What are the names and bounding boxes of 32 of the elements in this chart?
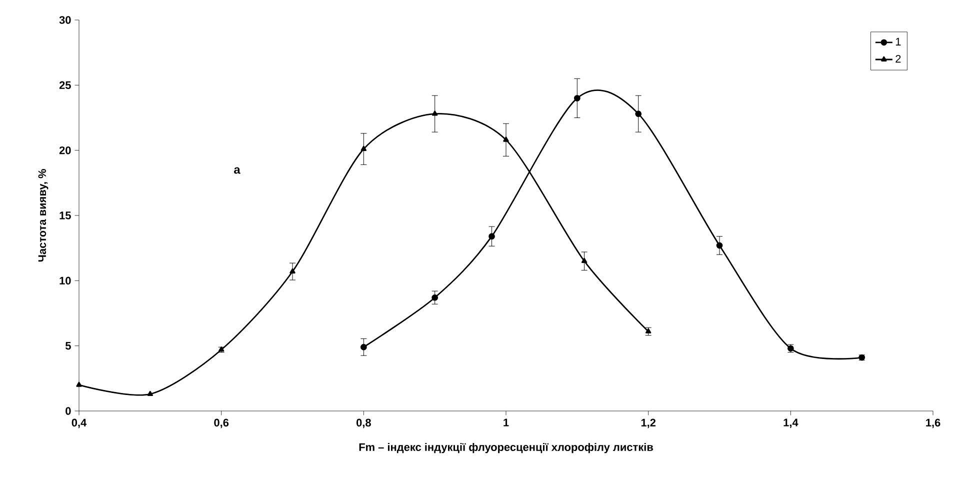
point	[503, 136, 509, 142]
point	[360, 344, 367, 350]
point	[290, 268, 296, 274]
x-tick-label: 1	[504, 418, 509, 426]
point	[716, 242, 723, 249]
y-tick-label: 10	[60, 276, 71, 285]
x-tick-label: 1,4	[784, 418, 798, 428]
x-axis-title: Fm – індекс індукції флуоресценції хлорофілу листків	[359, 442, 653, 454]
point	[360, 146, 367, 151]
y-tick-label: 15	[60, 212, 71, 220]
y-axis-title: Частота вияву, %	[38, 169, 48, 262]
legend-label: 1	[896, 38, 901, 46]
x-tick-label: 1,2	[641, 418, 656, 428]
point	[147, 390, 154, 396]
y-tick-label: 30	[59, 16, 71, 24]
point	[635, 110, 642, 118]
y-tick-label: 25	[59, 81, 71, 90]
legend-label: 2	[896, 54, 901, 63]
x-tick-label: 0,8	[356, 418, 371, 428]
x-tick-label: 0,6	[214, 418, 229, 428]
point	[432, 294, 438, 301]
annotation: a	[234, 167, 240, 174]
y-tick-label: 20	[59, 146, 71, 154]
point	[574, 95, 580, 102]
point	[488, 233, 495, 240]
point	[432, 110, 438, 116]
y-tick-label: 5	[65, 342, 71, 350]
y-tick-label: 0	[66, 407, 71, 415]
x-tick-label: 1,6	[926, 418, 940, 428]
point	[581, 258, 588, 264]
point	[76, 382, 82, 387]
x-tick-label: 0,4	[72, 418, 87, 428]
